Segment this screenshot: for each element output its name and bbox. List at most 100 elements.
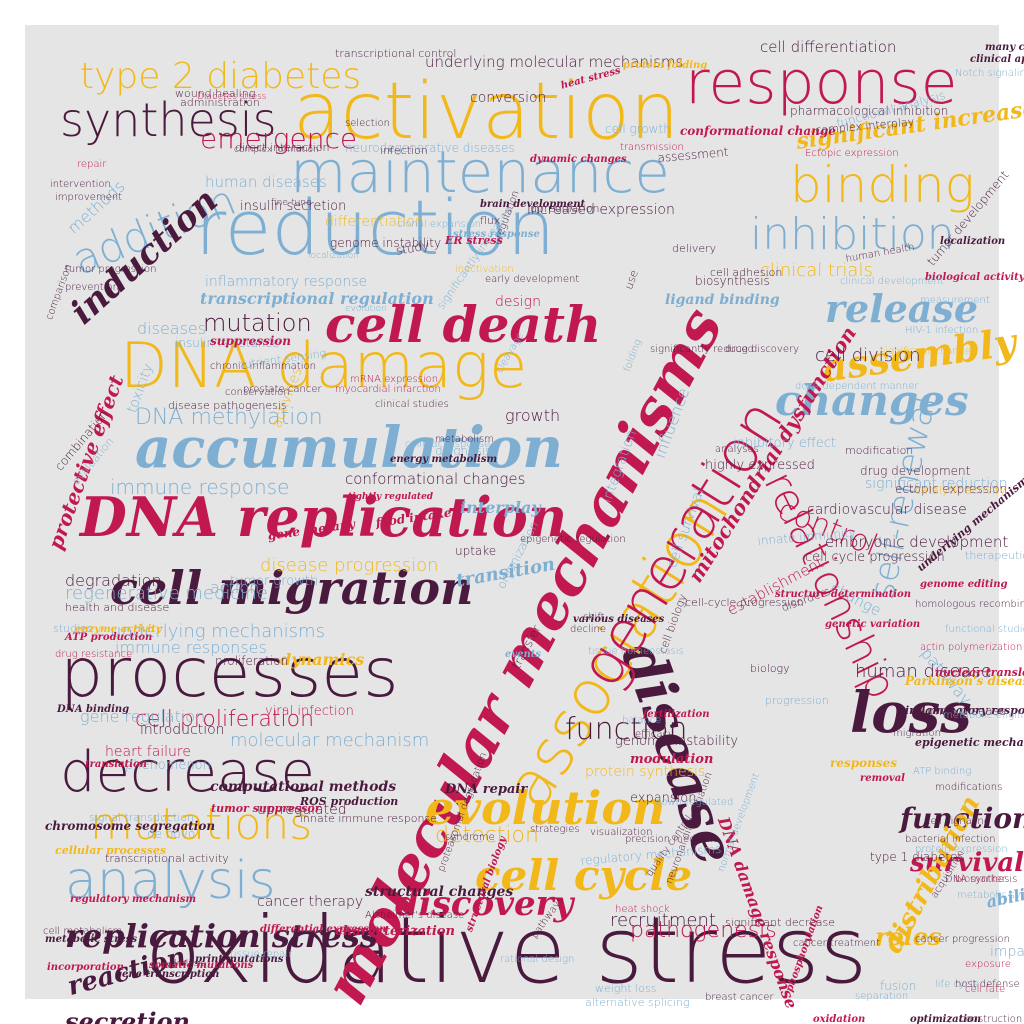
word-cloud-term: stress response bbox=[453, 229, 540, 240]
word-cloud-term: DNA methylation bbox=[135, 405, 323, 430]
word-cloud-term: signal transduction bbox=[89, 811, 195, 824]
word-cloud-term: differential expression bbox=[260, 924, 387, 935]
word-cloud-term: loss bbox=[850, 680, 972, 746]
word-cloud-term: cellular response bbox=[405, 439, 491, 450]
word-cloud-term: conversion bbox=[470, 90, 547, 106]
word-cloud-term: conformational changes bbox=[345, 470, 526, 488]
word-cloud-term: Diabetes stress bbox=[197, 92, 267, 102]
word-cloud-term: growth bbox=[505, 406, 561, 425]
word-cloud-term: impact bbox=[990, 944, 1024, 960]
word-cloud-term: epigenetic regulation bbox=[520, 534, 626, 545]
word-cloud-term: DNA binding bbox=[57, 704, 130, 715]
word-cloud-term: suppression bbox=[210, 334, 292, 348]
word-cloud-term: molecular mechanism bbox=[230, 730, 430, 751]
word-cloud-term: innate immune response bbox=[300, 812, 437, 825]
word-cloud-term: degradation bbox=[65, 571, 162, 590]
word-cloud-term: proliferation bbox=[215, 654, 289, 668]
word-cloud-term: precision medicine bbox=[625, 834, 720, 845]
word-cloud-term: inhibitory effect bbox=[733, 436, 836, 451]
word-cloud-term: diseases bbox=[137, 319, 207, 338]
word-cloud-term: drug development bbox=[860, 464, 971, 478]
word-cloud-term: clinical applications bbox=[970, 54, 1024, 65]
word-cloud-term: analyses bbox=[715, 444, 759, 455]
word-cloud-term: up-regulated bbox=[257, 802, 347, 818]
word-cloud-term: ectopic expression bbox=[895, 482, 1008, 496]
word-cloud-term: tissue repair bbox=[230, 949, 293, 960]
word-cloud-term: fertilization bbox=[643, 709, 710, 720]
word-cloud-term: clonal expansion bbox=[397, 219, 481, 230]
word-cloud-term: biomarker bbox=[955, 874, 1006, 885]
word-cloud-term: conformational change bbox=[680, 124, 836, 138]
word-cloud-term: various diseases bbox=[573, 614, 665, 625]
word-cloud-term: brain development bbox=[480, 199, 586, 210]
word-cloud-term: strategies bbox=[530, 824, 580, 835]
word-cloud-term: de novo bbox=[147, 827, 196, 841]
word-cloud-term: activation bbox=[293, 67, 680, 157]
word-cloud-term: phenomenon bbox=[125, 758, 211, 773]
word-cloud-term: heat shock bbox=[615, 904, 670, 915]
word-cloud-term: incorporation bbox=[47, 962, 124, 973]
word-cloud-term: inactivation bbox=[455, 264, 514, 275]
word-cloud-term: diagnosis bbox=[435, 444, 492, 458]
word-cloud-term: chromosome segregation bbox=[45, 819, 216, 833]
word-cloud-term: breast cancer bbox=[705, 992, 774, 1003]
word-cloud-term: ATP binding bbox=[913, 766, 972, 777]
word-cloud-term: reduction bbox=[195, 183, 556, 272]
word-cloud-term: DNA repair bbox=[445, 782, 528, 797]
word-cloud-term: regulatory mechanism bbox=[70, 894, 197, 905]
word-cloud-term: down-regulated bbox=[655, 797, 734, 808]
word-cloud-term: bacterial infection bbox=[905, 834, 996, 845]
word-cloud-term: immune responses bbox=[115, 638, 267, 657]
word-cloud-term: flux bbox=[480, 214, 501, 227]
word-cloud-term: life cycle bbox=[935, 979, 980, 990]
word-cloud-term: analysis bbox=[65, 851, 276, 911]
word-cloud-term: human disease bbox=[855, 661, 992, 682]
word-cloud-term: fine-tune bbox=[271, 198, 312, 208]
word-cloud-term: homologous recombination bbox=[915, 599, 1024, 610]
word-cloud-term: emergence bbox=[200, 122, 358, 155]
word-cloud-term: underlying mechanisms bbox=[110, 621, 325, 642]
word-cloud-term: mRNA expression bbox=[350, 374, 439, 385]
word-cloud-term: expansion bbox=[630, 791, 697, 806]
word-cloud-term: introduction bbox=[140, 722, 225, 738]
word-cloud-term: Alzheimer's disease bbox=[365, 910, 465, 921]
word-cloud-term: cell adhesion bbox=[710, 266, 783, 279]
word-cloud-term: functional studies bbox=[945, 624, 1024, 635]
word-cloud-term: discovery bbox=[395, 884, 574, 924]
word-cloud-term: prostate cancer bbox=[243, 384, 322, 395]
word-cloud-term: inflammatory responses bbox=[905, 704, 1024, 717]
word-cloud-term: significant decrease bbox=[725, 916, 835, 929]
word-cloud-term: chronic inflammation bbox=[210, 361, 316, 372]
word-cloud-term: clinical trials bbox=[760, 260, 873, 281]
word-cloud-term: transcriptional control bbox=[335, 47, 457, 60]
word-cloud-term: use bbox=[622, 268, 641, 292]
word-cloud-term: Notch signaling bbox=[955, 68, 1024, 79]
word-cloud-term: Ectopic expression bbox=[805, 148, 899, 159]
word-cloud-term: immune response bbox=[110, 475, 290, 499]
word-cloud-term: disease progression bbox=[260, 555, 439, 576]
word-cloud-term: gene regulation bbox=[80, 707, 206, 726]
word-cloud-term: cell cycle progression bbox=[805, 550, 945, 565]
word-cloud-term: many cellular processes bbox=[985, 42, 1024, 53]
word-cloud-term: direct interaction bbox=[235, 141, 330, 154]
word-cloud-term: cell cycle bbox=[475, 851, 693, 900]
word-cloud-term: embryonic development bbox=[825, 533, 1009, 551]
word-cloud-term: complex formation bbox=[234, 145, 319, 155]
word-cloud-term: pharmacological inhibition bbox=[790, 104, 949, 118]
word-cloud-term: tumor growth bbox=[230, 574, 319, 589]
word-cloud-term: progression bbox=[765, 694, 829, 707]
word-cloud-term: balance bbox=[622, 715, 662, 726]
word-cloud-term: type 1 diabetes bbox=[870, 850, 964, 864]
word-cloud-term: maintenance bbox=[290, 138, 670, 206]
word-cloud-term: protein folding bbox=[623, 60, 708, 71]
word-cloud-term: transmission bbox=[620, 142, 684, 153]
word-cloud-term: characterization bbox=[335, 924, 455, 939]
word-cloud-term: binding bbox=[790, 156, 975, 214]
word-cloud-term: genome instability bbox=[330, 236, 442, 250]
word-cloud-term: increased expression bbox=[527, 202, 675, 218]
word-cloud-term: cell metabolism bbox=[43, 926, 123, 937]
word-cloud-term: tumor progression bbox=[65, 264, 157, 275]
word-cloud-term: protein expression bbox=[915, 844, 1008, 855]
word-cloud-term: human disease bbox=[915, 704, 1007, 718]
word-cloud-term: neurodegenerative diseases bbox=[345, 141, 515, 155]
